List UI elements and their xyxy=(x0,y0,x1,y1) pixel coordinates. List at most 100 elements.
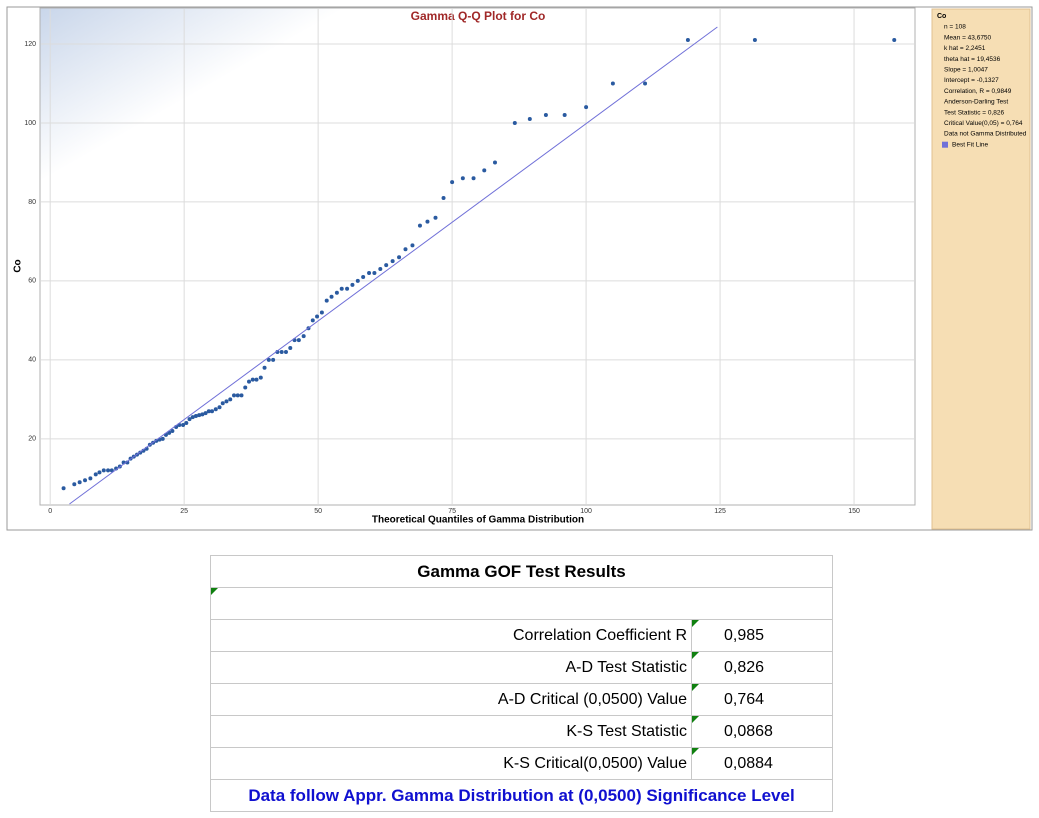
data-point xyxy=(584,105,589,110)
data-point xyxy=(61,486,66,491)
table-row: K-S Critical(0,0500) Value 0,0884 xyxy=(210,747,833,780)
data-point xyxy=(527,117,532,122)
fit-line xyxy=(69,26,718,505)
data-point xyxy=(243,385,248,390)
x-axis-label: Theoretical Quantiles of Gamma Distribut… xyxy=(372,515,584,526)
data-point xyxy=(271,357,276,362)
chart-title: Gamma Q-Q Plot for Co xyxy=(411,9,546,23)
row-label: Correlation Coefficient R xyxy=(210,619,692,652)
stats-title: Co xyxy=(937,13,946,20)
data-point xyxy=(492,160,497,165)
y-tick-label: 100 xyxy=(24,120,36,127)
data-point xyxy=(247,379,252,384)
empty-row xyxy=(210,587,833,620)
stats-line: Critical Value(0,05) = 0,764 xyxy=(944,120,1023,127)
data-point xyxy=(334,290,339,295)
data-point xyxy=(350,282,355,287)
data-point xyxy=(319,310,324,315)
data-point xyxy=(258,375,263,380)
x-tick-label: 25 xyxy=(180,508,188,515)
x-tick-label: 100 xyxy=(580,508,592,515)
data-point xyxy=(197,413,202,418)
y-tick-label: 120 xyxy=(24,41,36,48)
row-value: 0,826 xyxy=(691,651,833,684)
data-point xyxy=(460,176,465,181)
data-point xyxy=(372,271,377,276)
data-point xyxy=(217,405,222,410)
row-label: K-S Test Statistic xyxy=(210,715,692,748)
x-tick-label: 150 xyxy=(848,508,860,515)
x-tick-label: 125 xyxy=(714,508,726,515)
stats-line: theta hat = 19,4536 xyxy=(944,56,1001,63)
table-row: A-D Critical (0,0500) Value 0,764 xyxy=(210,683,833,716)
stats-line: Slope = 1,0047 xyxy=(944,67,988,74)
data-point xyxy=(97,470,102,475)
data-point xyxy=(425,219,430,224)
data-point xyxy=(262,365,267,370)
data-point xyxy=(310,318,315,323)
data-point xyxy=(345,286,350,291)
stats-line: Data not Gamma Distributed xyxy=(944,131,1027,138)
data-point xyxy=(417,223,422,228)
table-row: Correlation Coefficient R 0,985 xyxy=(210,619,833,652)
y-tick-label: 20 xyxy=(28,436,36,443)
data-point xyxy=(109,468,114,473)
row-value: 0,0868 xyxy=(691,715,833,748)
data-point xyxy=(266,357,271,362)
data-point xyxy=(190,415,195,420)
row-value: 0,764 xyxy=(691,683,833,716)
data-point xyxy=(184,421,189,426)
legend-swatch xyxy=(942,141,948,148)
row-value: 0,0884 xyxy=(691,747,833,780)
data-point xyxy=(367,271,372,276)
data-point xyxy=(301,334,306,339)
data-point xyxy=(384,263,389,268)
data-point xyxy=(88,476,93,481)
table-row: A-D Test Statistic 0,826 xyxy=(210,651,833,684)
data-point xyxy=(250,377,255,382)
data-point xyxy=(106,468,111,473)
x-tick-label: 0 xyxy=(48,508,52,515)
data-point xyxy=(210,409,215,414)
data-point xyxy=(329,294,334,299)
data-point xyxy=(315,314,320,319)
data-point xyxy=(181,423,186,428)
footer-row: Data follow Appr. Gamma Distribution at … xyxy=(210,779,833,812)
chart: Gamma Q-Q Plot for Co Theoretical Quanti… xyxy=(6,6,1033,531)
stats-line: Mean = 43,6750 xyxy=(944,34,992,41)
data-point xyxy=(224,399,229,404)
data-point xyxy=(450,180,455,185)
data-point xyxy=(892,38,897,43)
data-point xyxy=(378,267,383,272)
data-point xyxy=(339,286,344,291)
data-point xyxy=(610,81,615,86)
data-point xyxy=(397,255,402,260)
data-point xyxy=(361,274,366,279)
stats-panel xyxy=(931,8,1031,530)
data-point xyxy=(170,428,175,433)
data-point xyxy=(72,482,77,487)
footer-text: Data follow Appr. Gamma Distribution at … xyxy=(210,779,833,812)
y-tick-label: 80 xyxy=(28,199,36,206)
row-value: 0,985 xyxy=(691,619,833,652)
data-point xyxy=(403,247,408,252)
data-point xyxy=(200,412,205,417)
stats-line: n = 108 xyxy=(944,24,966,31)
data-point xyxy=(232,393,236,398)
y-axis-label: Co xyxy=(13,259,24,272)
data-point xyxy=(512,120,517,125)
data-point xyxy=(93,472,98,477)
data-point xyxy=(206,409,211,414)
row-label: K-S Critical(0,0500) Value xyxy=(210,747,692,780)
data-point xyxy=(235,393,240,398)
data-point xyxy=(77,480,82,485)
data-point xyxy=(482,168,487,173)
row-label: A-D Test Statistic xyxy=(210,651,692,684)
stats-line: Test Statistic = 0,826 xyxy=(944,109,1005,116)
data-point xyxy=(288,346,293,351)
data-point xyxy=(275,349,280,354)
data-point xyxy=(441,195,446,200)
data-point xyxy=(390,259,395,264)
data-point xyxy=(101,468,106,473)
